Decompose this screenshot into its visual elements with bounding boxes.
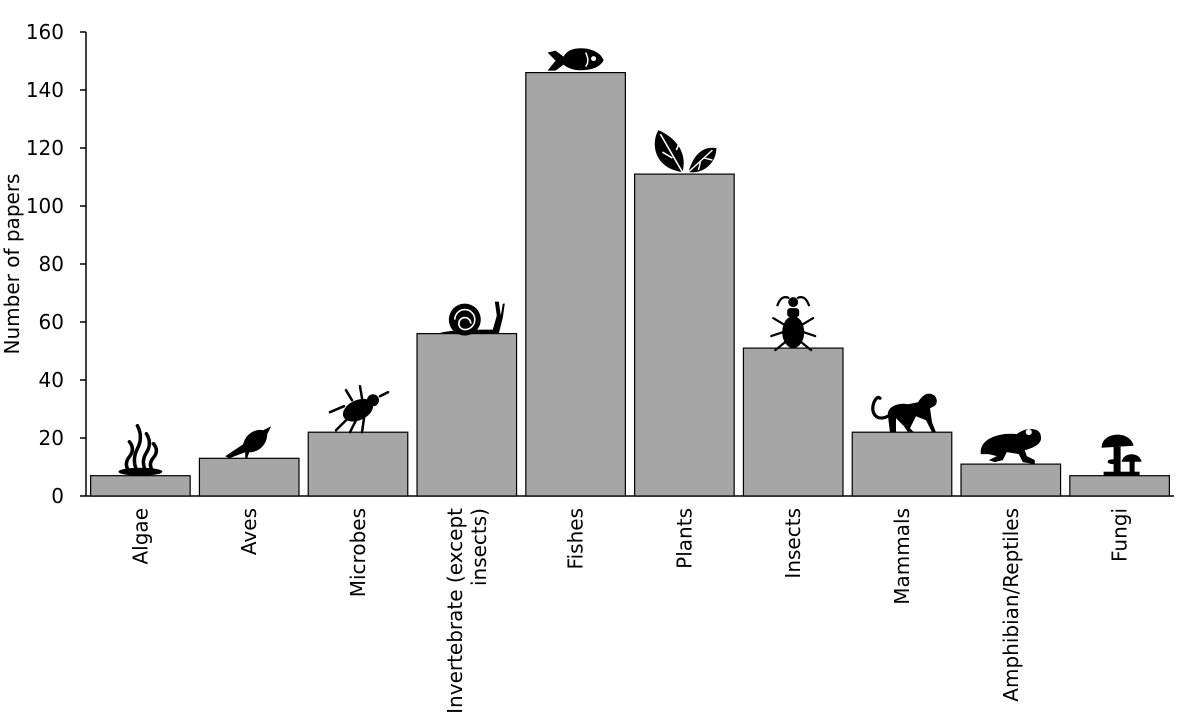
bar-plants <box>634 173 735 497</box>
x-tick-label: Fungi <box>1108 508 1132 562</box>
bar-fishes <box>525 71 626 497</box>
mushroom-icon <box>1101 434 1142 476</box>
bar-icons <box>118 48 1142 476</box>
y-tick-label: 120 <box>26 136 64 160</box>
x-tick-label: Invertebrate (exceptinsects) <box>443 508 491 714</box>
x-tick-label-line: Plants <box>672 508 696 569</box>
leaf-icon <box>654 130 717 173</box>
y-tick-label: 100 <box>26 194 64 218</box>
x-tick-label-line: Fishes <box>564 508 588 569</box>
x-tick-label-line: insects) <box>467 508 491 586</box>
bar-aves <box>198 457 300 497</box>
bar-amphibian-reptiles <box>960 463 1062 497</box>
x-tick-label-line: Invertebrate (except <box>443 508 467 714</box>
y-tick-label: 0 <box>51 484 64 508</box>
monkey-icon <box>871 393 937 433</box>
y-tick-label: 140 <box>26 78 64 102</box>
fish-icon <box>547 48 604 71</box>
y-tick-label: 160 <box>26 20 64 44</box>
x-tick-label-line: Mammals <box>890 508 914 605</box>
y-tick-label: 40 <box>39 368 64 392</box>
snail-icon <box>438 301 505 336</box>
bar-algae <box>90 475 191 497</box>
beetle-icon <box>770 296 817 352</box>
bird-icon <box>225 426 272 459</box>
x-tick-label-line: Amphibian/Reptiles <box>999 508 1023 702</box>
y-tick-label: 20 <box>39 426 64 450</box>
x-tick-label: Fishes <box>564 508 588 569</box>
bar-insects <box>742 347 844 497</box>
y-axis-title: Number of papers <box>0 174 24 355</box>
bar-microbes <box>307 431 409 497</box>
x-tick-label: Mammals <box>890 508 914 605</box>
x-tick-label-line: Insects <box>781 508 805 579</box>
bar-mammals <box>851 431 953 497</box>
x-tick-label: Microbes <box>346 508 370 597</box>
x-tick-label-line: Fungi <box>1108 508 1132 562</box>
x-tick-label-line: Algae <box>128 508 152 565</box>
x-tick-label-line: Aves <box>237 508 261 555</box>
x-tick-label-line: Microbes <box>346 508 370 597</box>
x-tick-label: Plants <box>672 508 696 569</box>
x-tick-label: Algae <box>128 508 152 565</box>
y-tick-label: 80 <box>39 252 64 276</box>
x-tick-label: Amphibian/Reptiles <box>999 508 1023 702</box>
bar-invertebrate-except-insects <box>416 333 518 497</box>
frog-icon <box>980 429 1042 465</box>
x-tick-label: Insects <box>781 508 805 579</box>
x-tick-labels: Algae Aves Microbes Invertebrate (exceptins… <box>128 508 1131 714</box>
seaweed-icon <box>118 423 163 476</box>
x-tick-label: Aves <box>237 508 261 555</box>
mite-icon <box>328 384 390 434</box>
bars <box>90 71 1170 497</box>
y-tick-label: 60 <box>39 310 64 334</box>
bar-fungi <box>1069 475 1170 497</box>
y-axis: 0 20 40 60 80 100 120 140 160 <box>26 20 87 508</box>
